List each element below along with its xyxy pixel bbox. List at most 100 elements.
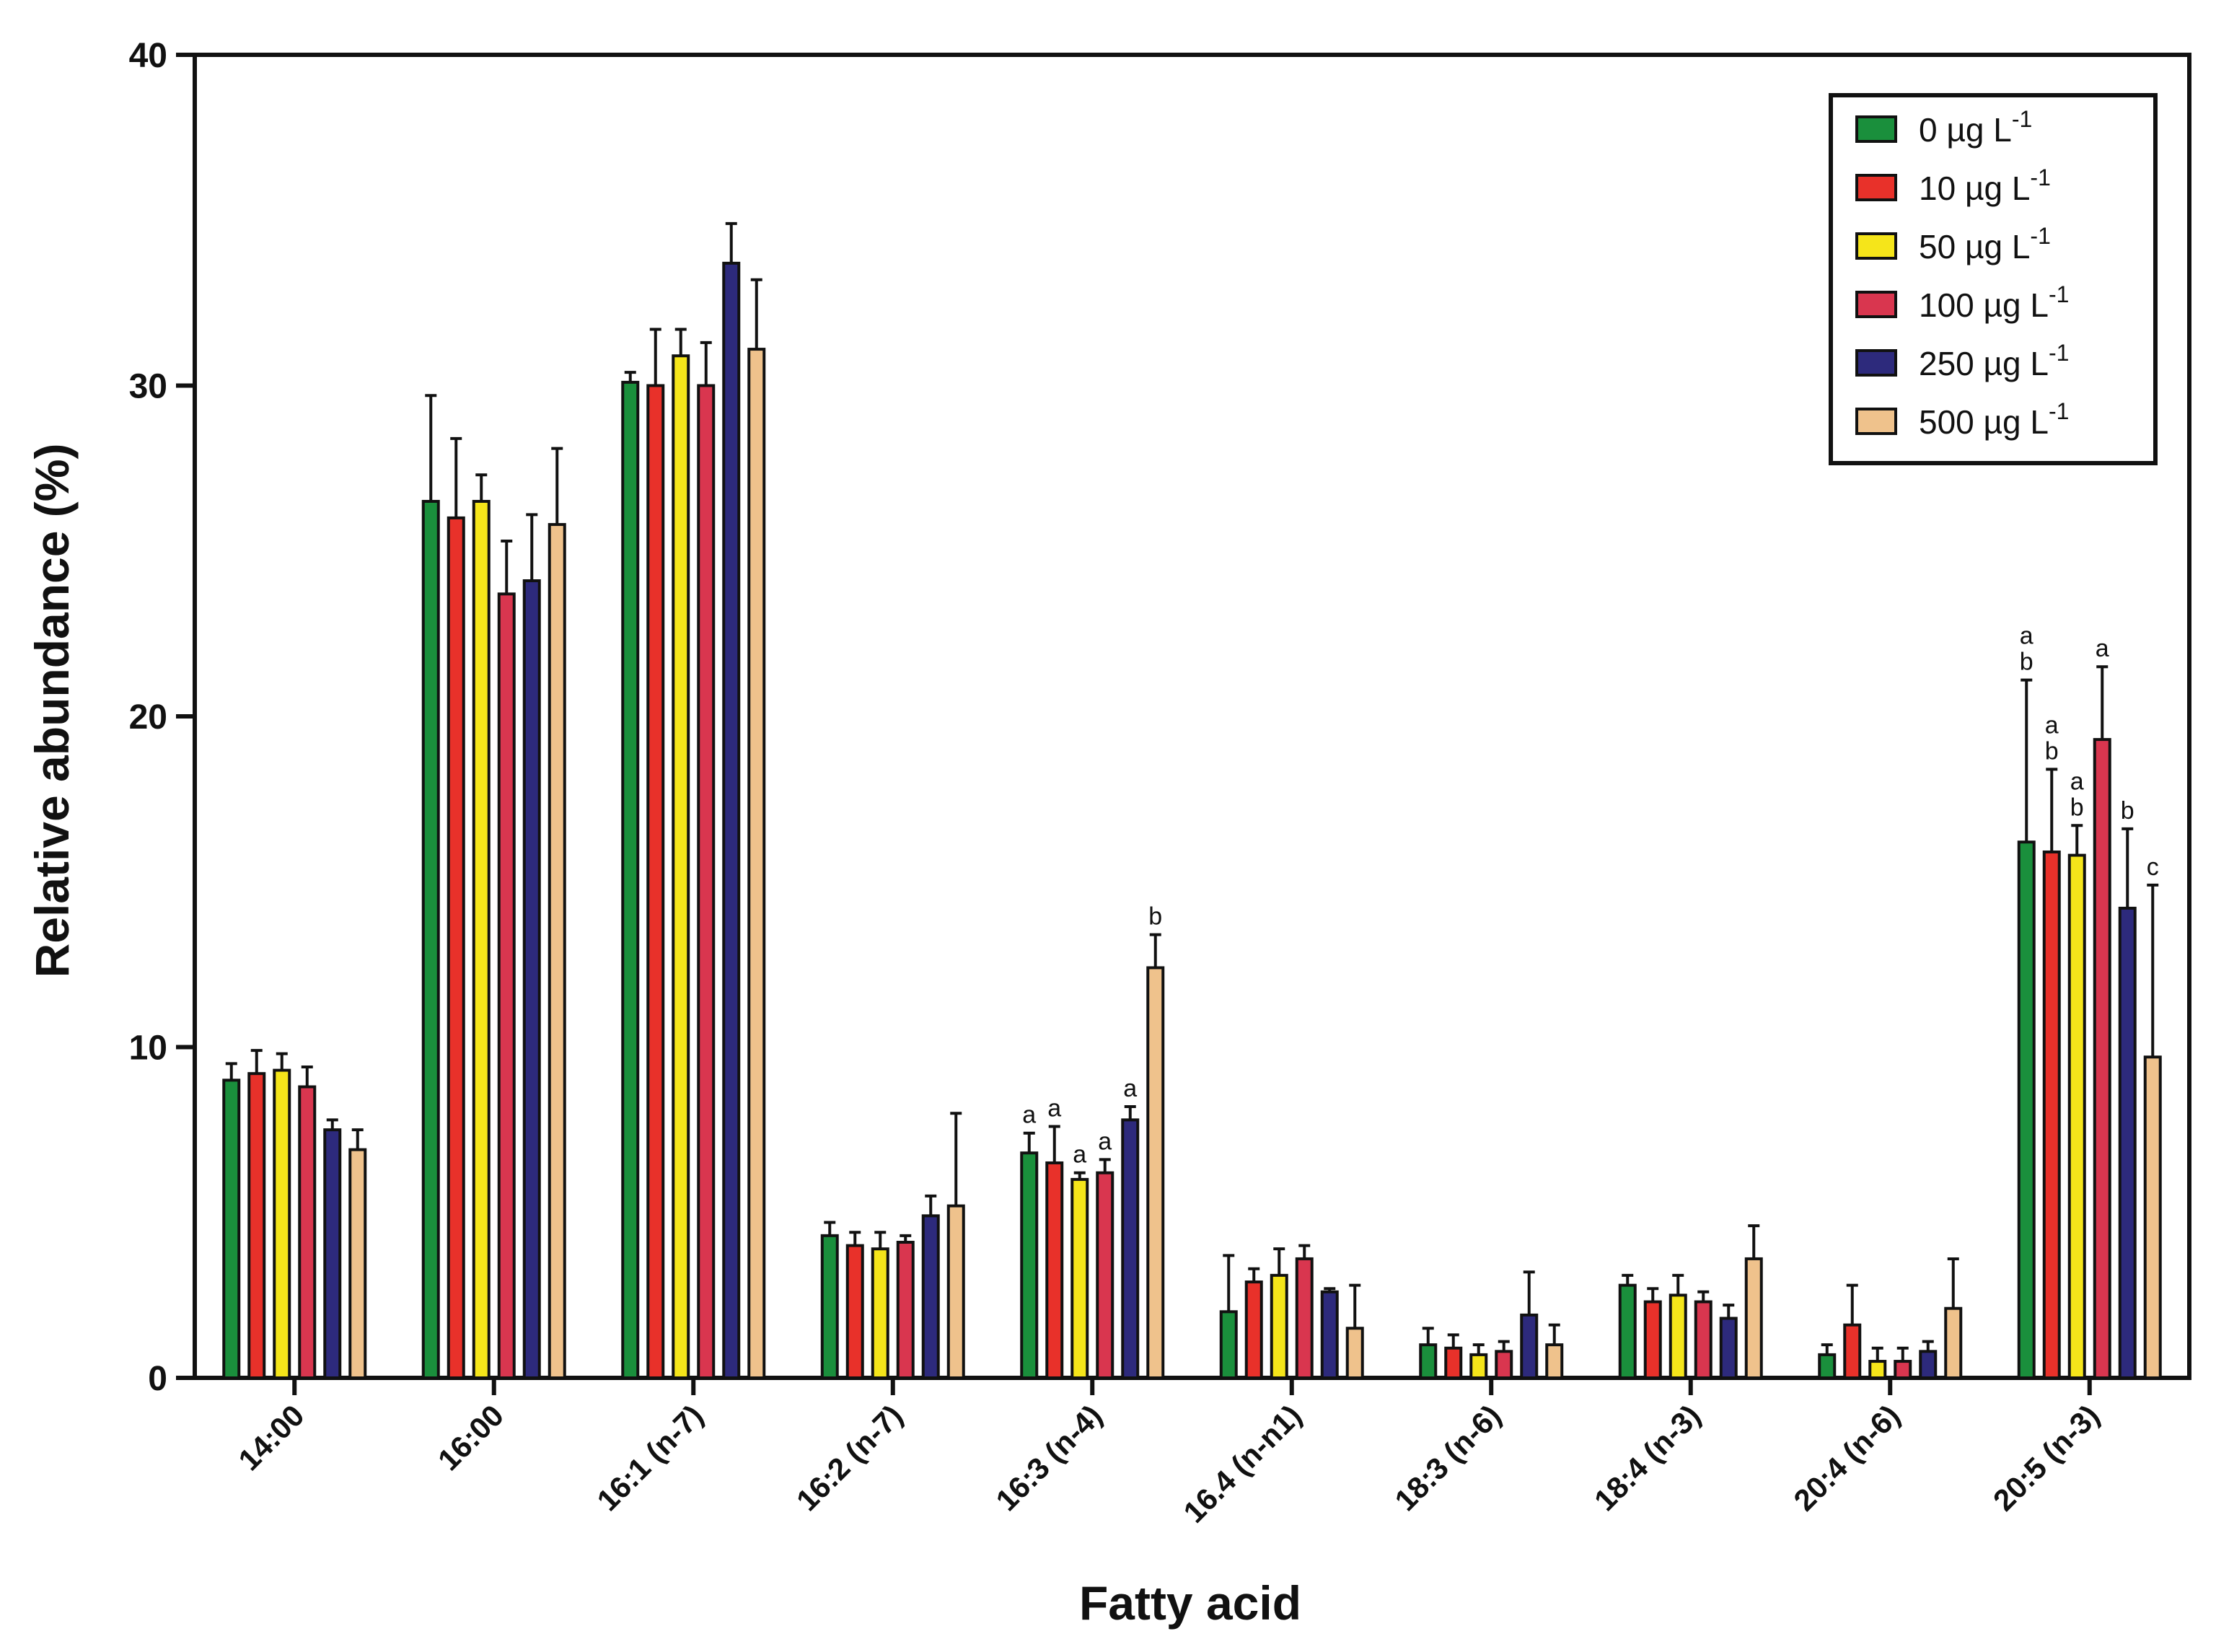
legend-swatch [1855,232,1897,260]
legend-label: 500 µg L-1 [1919,398,2069,441]
x-tick-label: 18:3 (n-6) [1388,1398,1507,1517]
bar [1121,1118,1140,1379]
x-tick-label: 16:1 (n-7) [590,1398,709,1517]
bar-group [1818,1257,1963,1380]
y-tick-label: 40 [129,37,167,75]
legend-label: 250 µg L-1 [1919,340,2069,382]
legend-label: 100 µg L-1 [1919,281,2069,324]
legend-swatch [1855,174,1897,201]
bar [1244,1280,1263,1380]
bar [447,516,465,1379]
bar [1668,1293,1687,1379]
legend-item: 500 µg L-1 [1855,398,2069,441]
bar [646,384,665,1379]
significance-letter: c [2147,853,2159,881]
bar [896,1241,915,1380]
legend-swatch [1855,408,1897,435]
bar [1944,1306,1963,1379]
bar [1643,1300,1662,1380]
legend-label-text: 100 µg L [1919,286,2049,324]
bar-group: a aa aab [1020,903,1165,1380]
legend-swatch [1855,115,1897,143]
y-axis: 0 10 20 30 40 [129,37,195,1398]
bar [1818,1353,1837,1380]
bar [697,384,716,1379]
bar [1096,1171,1114,1379]
bar [1070,1177,1089,1380]
bar [1419,1343,1438,1380]
bar [323,1128,342,1379]
x-tick-label: 16:2 (n-7) [790,1398,909,1517]
legend-label-text: 50 µg L [1919,228,2030,265]
bar-group [820,1112,965,1380]
bar [1843,1323,1862,1380]
legend-item: 0 µg L-1 [1855,106,2032,149]
legend-label-superscript: -1 [2030,164,2050,190]
bar [1719,1317,1738,1379]
bar [1146,966,1165,1379]
bar [1744,1257,1763,1379]
bar [621,380,640,1379]
bar [472,499,491,1379]
bar [247,1072,266,1380]
bar [298,1085,317,1380]
bar [522,579,541,1379]
bar [348,1148,367,1379]
bar [820,1234,839,1379]
bar [421,499,440,1379]
legend-label-text: 0 µg L [1919,111,2012,149]
x-axis-title: Fatty acid [1079,1576,1301,1630]
bar-group [1618,1224,1763,1380]
bar [1618,1283,1637,1379]
bar [1295,1257,1314,1379]
bar-group [421,394,566,1380]
legend-label-superscript: -1 [2030,223,2050,249]
bar [1444,1346,1463,1379]
y-tick-label: 20 [129,698,167,737]
bar [845,1244,864,1379]
bar-group [1219,1244,1364,1380]
legend-label-superscript: -1 [2049,398,2069,424]
significance-letter: b [2020,649,2033,676]
legend-item: 100 µg L-1 [1855,281,2069,324]
legend-label-superscript: -1 [2012,106,2032,132]
bar [2118,906,2137,1380]
bar [1868,1360,1887,1379]
legend-item: 250 µg L-1 [1855,340,2069,382]
legend-label-text: 500 µg L [1919,403,2049,441]
significance-letter: b [2121,797,2134,825]
bar [1545,1343,1564,1380]
x-tick-label: 20:4 (n-6) [1787,1398,1906,1517]
bar [1345,1327,1364,1379]
y-tick-label: 0 [148,1360,167,1398]
x-tick-label: 16:00 [431,1398,510,1477]
legend-label: 10 µg L-1 [1919,164,2051,207]
bar-group [1419,1270,1564,1380]
bar [222,1078,241,1379]
legend-label-text: 250 µg L [1919,345,2049,382]
significance-letter: a [1047,1095,1061,1122]
legend-swatch [1855,349,1897,377]
bar [548,523,566,1380]
bar [672,354,690,1379]
bar [871,1247,889,1380]
x-tick-label: 20:5 (n-3) [1987,1398,2106,1517]
bar [921,1214,940,1379]
y-axis-title: Relative abundance (%) [25,444,79,978]
legend-item: 10 µg L-1 [1855,164,2051,207]
bar [1320,1290,1339,1380]
y-tick-label: 30 [129,368,167,406]
significance-letter: b [1148,903,1162,931]
bar-group [621,221,766,1380]
legend-box [1829,93,2158,465]
bar [1045,1161,1064,1379]
significance-letter: a [1073,1141,1086,1169]
significance-letter: a [1098,1128,1112,1155]
bar [1694,1300,1712,1380]
x-axis: 14:00 16:00 16:1 (n-7) 16:2 (n-7) 16:3 (n-4)… [232,1378,2106,1529]
bar [2143,1055,2162,1379]
